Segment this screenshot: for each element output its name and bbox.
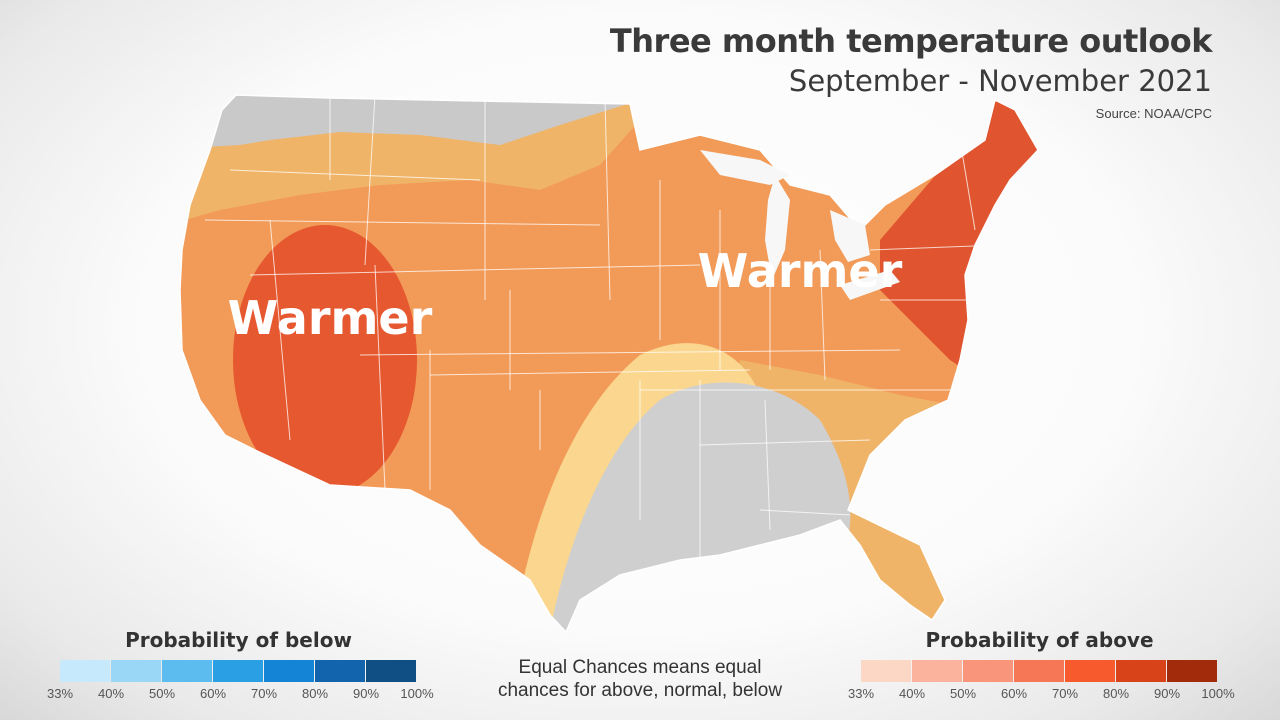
legend-below-tick-label: 100% [400, 686, 434, 701]
legend-below-swatch [315, 660, 365, 682]
lake-huron [830, 210, 870, 262]
legend-below: Probability of below 33% 40% 50% 60% 70% 80% 9… [47, 628, 434, 704]
legend-below-swatch [111, 660, 161, 682]
legend-above-swatch [1167, 660, 1217, 682]
lake-erie [840, 270, 900, 300]
legend-below-tick-label: 60% [199, 686, 227, 701]
legend-above-tick-label: 100% [1201, 686, 1235, 701]
legend-above-swatch [912, 660, 962, 682]
legend-above-tick-label: 80% [1102, 686, 1130, 701]
legend-above-ticks: 33% 40% 50% 60% 70% 80% 90% 100% [848, 686, 1235, 704]
map-subtitle: September - November 2021 [788, 64, 1212, 98]
lake-superior [700, 150, 790, 185]
legend-above-tick-label: 50% [949, 686, 977, 701]
legend-below-tick-label: 50% [148, 686, 176, 701]
equal-chances-note: Equal Chances means equal chances for ab… [462, 656, 818, 702]
legend-above-swatch [1065, 660, 1115, 682]
legend-below-swatch [366, 660, 416, 682]
legend-above-title: Probability of above [925, 628, 1154, 652]
source-credit: Source: NOAA/CPC [1095, 106, 1212, 121]
legend-below-swatch [213, 660, 263, 682]
legend-below-title: Probability of below [125, 628, 352, 652]
map-title: Three month temperature outlook [609, 22, 1213, 60]
legend-below-swatch [264, 660, 314, 682]
legend-below-tick-label: 90% [352, 686, 380, 701]
legend-above-swatch [1116, 660, 1166, 682]
legend-above-swatch [1014, 660, 1064, 682]
zone-above-50-60-northeast [880, 95, 1038, 380]
lake-michigan [765, 175, 790, 280]
legend-above: Probability of above 33% 40% 50% 60% 70% 80% 9… [848, 628, 1235, 704]
legend-below-tick-label: 33% [46, 686, 74, 701]
legend-below-swatch [60, 660, 110, 682]
map-label-warmer-west: Warmer [228, 291, 433, 345]
legend-below-tick-label: 70% [250, 686, 278, 701]
legend-above-swatch [963, 660, 1013, 682]
legend-below-tick-label: 80% [301, 686, 329, 701]
legend-above-tick-label: 60% [1000, 686, 1028, 701]
us-outline [179, 94, 1039, 634]
map-label-warmer-northeast: Warmer [698, 244, 903, 298]
legend-above-swatch [861, 660, 911, 682]
legend-above-tick-label: 90% [1153, 686, 1181, 701]
note-line-1: Equal Chances means equal [518, 657, 762, 678]
legend-below-ticks: 33% 40% 50% 60% 70% 80% 90% 100% [47, 686, 434, 704]
note-line-2: chances for above, normal, below [497, 680, 783, 701]
legend-above-tick-label: 33% [847, 686, 875, 701]
legend-below-tick-label: 40% [97, 686, 125, 701]
zone-above-50-60-west [233, 225, 417, 495]
legend-above-tick-label: 40% [898, 686, 926, 701]
legend-below-swatch [162, 660, 212, 682]
legend-above-colorbar [861, 660, 1218, 682]
legend-below-colorbar [60, 660, 417, 682]
legend-above-tick-label: 70% [1051, 686, 1079, 701]
